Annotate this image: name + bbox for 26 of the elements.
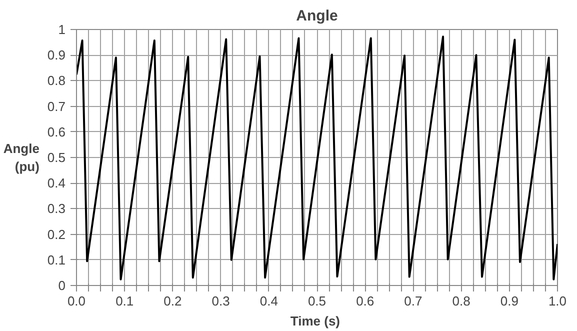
x-tick-label: 0.0	[67, 294, 86, 308]
y-tick-label: 0.9	[47, 48, 66, 63]
y-tick-label: 0	[58, 278, 66, 293]
x-tick-label: 0.1	[116, 294, 134, 308]
y-tick-label: 0.8	[47, 73, 66, 88]
y-tick-label: 1	[58, 22, 66, 37]
y-tick-label: 0.3	[47, 201, 66, 216]
y-tick-label: 0.1	[47, 252, 66, 268]
x-tick-label: 0.8	[452, 294, 470, 308]
y-tick-label: 0.7	[47, 98, 66, 114]
y-tick-label: 0.2	[47, 226, 66, 242]
x-tick-label: 1.0	[548, 294, 567, 308]
chart-title: Angle	[296, 8, 338, 24]
x-tick-label: 0.4	[260, 294, 278, 308]
x-tick-label: 0.5	[308, 294, 326, 308]
y-tick-label: 0.6	[47, 124, 66, 140]
x-axis-title: Time (s)	[290, 314, 340, 328]
x-tick-label: 0.2	[164, 294, 182, 308]
line-series	[76, 36, 558, 280]
x-tick-label: 0.9	[500, 294, 518, 308]
y-axis-title: Angle (pu)	[3, 141, 40, 174]
x-tick-label: 0.7	[404, 294, 422, 308]
x-tick-label: 0.6	[356, 294, 374, 308]
x-tick-label: 0.3	[212, 294, 230, 308]
y-tick-label: 0.4	[47, 176, 66, 191]
y-tick-label: 0.5	[47, 150, 66, 165]
